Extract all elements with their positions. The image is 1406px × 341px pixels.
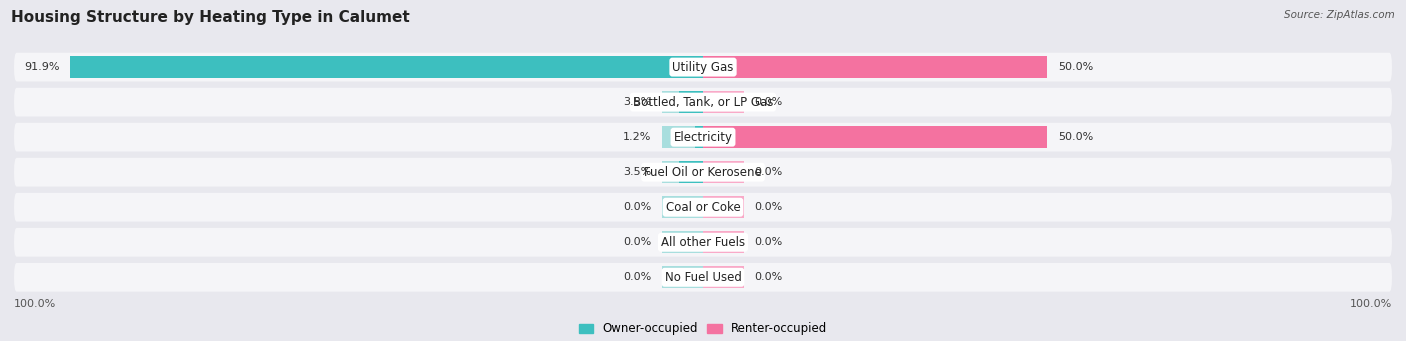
Bar bbox=[70, 56, 703, 78]
FancyBboxPatch shape bbox=[14, 53, 1392, 81]
Text: Bottled, Tank, or LP Gas: Bottled, Tank, or LP Gas bbox=[633, 95, 773, 109]
Text: 0.0%: 0.0% bbox=[755, 272, 783, 282]
Bar bbox=[703, 126, 1047, 148]
FancyBboxPatch shape bbox=[14, 228, 1392, 257]
Text: 0.0%: 0.0% bbox=[755, 237, 783, 247]
Bar bbox=[695, 126, 703, 148]
Text: 100.0%: 100.0% bbox=[14, 299, 56, 309]
Text: 0.0%: 0.0% bbox=[623, 202, 651, 212]
FancyBboxPatch shape bbox=[14, 158, 1392, 187]
Text: 0.0%: 0.0% bbox=[755, 202, 783, 212]
Bar bbox=[662, 161, 703, 183]
Bar bbox=[703, 196, 744, 218]
Bar bbox=[703, 266, 744, 288]
Text: Source: ZipAtlas.com: Source: ZipAtlas.com bbox=[1284, 10, 1395, 20]
Bar bbox=[662, 266, 703, 288]
Bar bbox=[703, 161, 744, 183]
FancyBboxPatch shape bbox=[14, 123, 1392, 151]
Bar bbox=[662, 91, 703, 113]
FancyBboxPatch shape bbox=[14, 193, 1392, 222]
Bar bbox=[662, 56, 703, 78]
FancyBboxPatch shape bbox=[14, 88, 1392, 117]
Text: 3.5%: 3.5% bbox=[623, 97, 651, 107]
Bar bbox=[662, 196, 703, 218]
Text: 91.9%: 91.9% bbox=[24, 62, 59, 72]
Text: Fuel Oil or Kerosene: Fuel Oil or Kerosene bbox=[644, 166, 762, 179]
Text: 0.0%: 0.0% bbox=[755, 97, 783, 107]
Text: 0.0%: 0.0% bbox=[755, 167, 783, 177]
Text: 3.5%: 3.5% bbox=[623, 167, 651, 177]
Legend: Owner-occupied, Renter-occupied: Owner-occupied, Renter-occupied bbox=[574, 318, 832, 340]
Text: 0.0%: 0.0% bbox=[623, 237, 651, 247]
Bar bbox=[703, 126, 744, 148]
Bar bbox=[662, 126, 703, 148]
Bar bbox=[679, 91, 703, 113]
Text: All other Fuels: All other Fuels bbox=[661, 236, 745, 249]
Text: 0.0%: 0.0% bbox=[623, 272, 651, 282]
Text: Housing Structure by Heating Type in Calumet: Housing Structure by Heating Type in Cal… bbox=[11, 10, 411, 25]
Text: 100.0%: 100.0% bbox=[1350, 299, 1392, 309]
Text: Utility Gas: Utility Gas bbox=[672, 61, 734, 74]
Text: 50.0%: 50.0% bbox=[1057, 132, 1092, 142]
Text: Coal or Coke: Coal or Coke bbox=[665, 201, 741, 214]
FancyBboxPatch shape bbox=[14, 263, 1392, 292]
Bar bbox=[662, 232, 703, 253]
Bar bbox=[703, 232, 744, 253]
Text: 1.2%: 1.2% bbox=[623, 132, 651, 142]
Text: Electricity: Electricity bbox=[673, 131, 733, 144]
Bar bbox=[703, 56, 1047, 78]
Text: 50.0%: 50.0% bbox=[1057, 62, 1092, 72]
Bar bbox=[703, 91, 744, 113]
Bar bbox=[703, 56, 744, 78]
Bar bbox=[679, 161, 703, 183]
Text: No Fuel Used: No Fuel Used bbox=[665, 271, 741, 284]
